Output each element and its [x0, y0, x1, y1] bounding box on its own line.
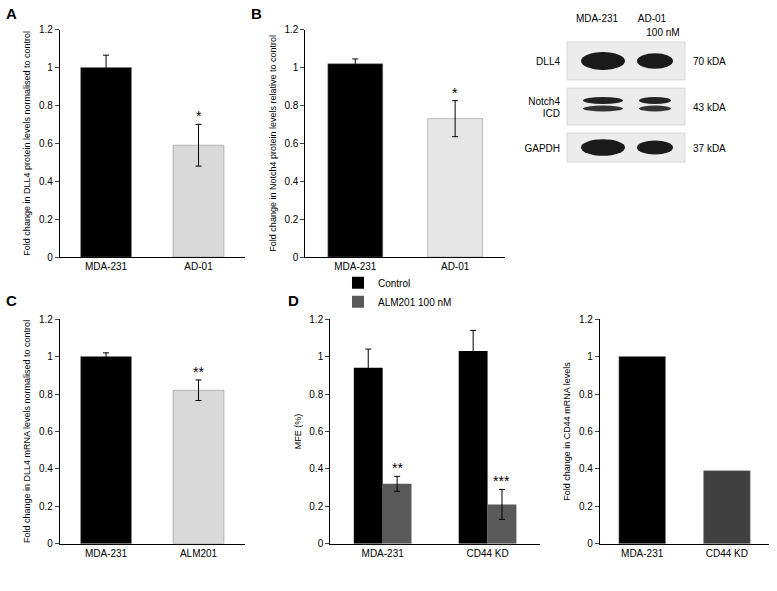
svg-text:1: 1 [47, 62, 53, 73]
svg-text:1.2: 1.2 [579, 314, 593, 325]
svg-text:0.2: 0.2 [309, 501, 323, 512]
svg-text:0.8: 0.8 [284, 100, 298, 111]
svg-text:0.4: 0.4 [309, 463, 323, 474]
svg-text:CD44 KD: CD44 KD [706, 548, 748, 559]
svg-text:1: 1 [47, 351, 53, 362]
svg-text:100 nM: 100 nM [646, 27, 679, 38]
svg-text:MDA-231: MDA-231 [621, 548, 664, 559]
svg-text:1.2: 1.2 [284, 24, 298, 35]
svg-text:CD44 KD: CD44 KD [466, 548, 508, 559]
svg-text:0.2: 0.2 [39, 214, 53, 225]
svg-text:*: * [452, 85, 458, 101]
svg-text:*: * [196, 108, 202, 124]
svg-text:0.8: 0.8 [579, 389, 593, 400]
svg-text:**: ** [392, 460, 403, 476]
svg-text:AD-01: AD-01 [638, 13, 667, 24]
svg-text:0.6: 0.6 [284, 138, 298, 149]
svg-text:1.2: 1.2 [39, 314, 53, 325]
svg-text:A: A [6, 5, 17, 22]
svg-text:Fold change in DLL4 protein le: Fold change in DLL4 protein levels norma… [22, 31, 32, 256]
svg-text:MFE (%): MFE (%) [293, 414, 303, 450]
svg-text:MDA-231: MDA-231 [576, 13, 619, 24]
svg-text:Control: Control [378, 278, 410, 289]
svg-text:ALM201 100 nM: ALM201 100 nM [378, 297, 451, 308]
svg-text:Notch4ICD: Notch4ICD [528, 96, 560, 119]
svg-text:70 kDA: 70 kDA [693, 56, 726, 67]
svg-text:0: 0 [587, 538, 593, 549]
svg-text:DLL4: DLL4 [536, 56, 560, 67]
svg-text:0: 0 [293, 252, 299, 263]
svg-text:1.2: 1.2 [39, 24, 53, 35]
svg-text:0.4: 0.4 [39, 176, 53, 187]
svg-text:0.6: 0.6 [39, 426, 53, 437]
svg-text:1: 1 [293, 62, 299, 73]
svg-text:0.4: 0.4 [39, 463, 53, 474]
svg-text:MDA-231: MDA-231 [85, 261, 128, 272]
svg-text:37 kDA: 37 kDA [693, 143, 726, 154]
svg-text:AD-01: AD-01 [184, 261, 213, 272]
svg-text:0.2: 0.2 [39, 501, 53, 512]
svg-text:0.4: 0.4 [284, 176, 298, 187]
svg-text:Fold change in DLL4 mRNA level: Fold change in DLL4 mRNA levels normalis… [22, 320, 32, 543]
svg-text:0: 0 [47, 538, 53, 549]
svg-text:Fold change in Notch4 protein: Fold change in Notch4 protein levels rel… [268, 35, 278, 252]
svg-text:1: 1 [587, 351, 593, 362]
svg-text:0.6: 0.6 [579, 426, 593, 437]
svg-text:MDA-231: MDA-231 [362, 548, 405, 559]
svg-text:1.2: 1.2 [309, 314, 323, 325]
svg-text:B: B [251, 5, 262, 22]
svg-text:43 kDA: 43 kDA [693, 102, 726, 113]
svg-text:0.6: 0.6 [39, 138, 53, 149]
svg-text:0.6: 0.6 [309, 426, 323, 437]
svg-text:GAPDH: GAPDH [524, 143, 560, 154]
svg-text:D: D [288, 292, 299, 309]
svg-text:Fold change in CD44 mRNA level: Fold change in CD44 mRNA levels [562, 362, 572, 501]
svg-text:0.8: 0.8 [39, 100, 53, 111]
svg-text:***: *** [493, 473, 510, 489]
svg-text:MDA-231: MDA-231 [85, 548, 128, 559]
svg-text:0.8: 0.8 [39, 389, 53, 400]
svg-text:1: 1 [318, 351, 324, 362]
svg-text:0.2: 0.2 [579, 501, 593, 512]
svg-text:0: 0 [47, 252, 53, 263]
svg-text:ALM201: ALM201 [180, 548, 218, 559]
svg-text:AD-01: AD-01 [441, 261, 470, 272]
svg-text:C: C [6, 292, 17, 309]
svg-text:**: ** [193, 364, 204, 380]
svg-text:0.4: 0.4 [579, 463, 593, 474]
svg-text:MDA-231: MDA-231 [334, 261, 377, 272]
svg-text:0.2: 0.2 [284, 214, 298, 225]
svg-text:0: 0 [318, 538, 324, 549]
svg-text:0.8: 0.8 [309, 389, 323, 400]
